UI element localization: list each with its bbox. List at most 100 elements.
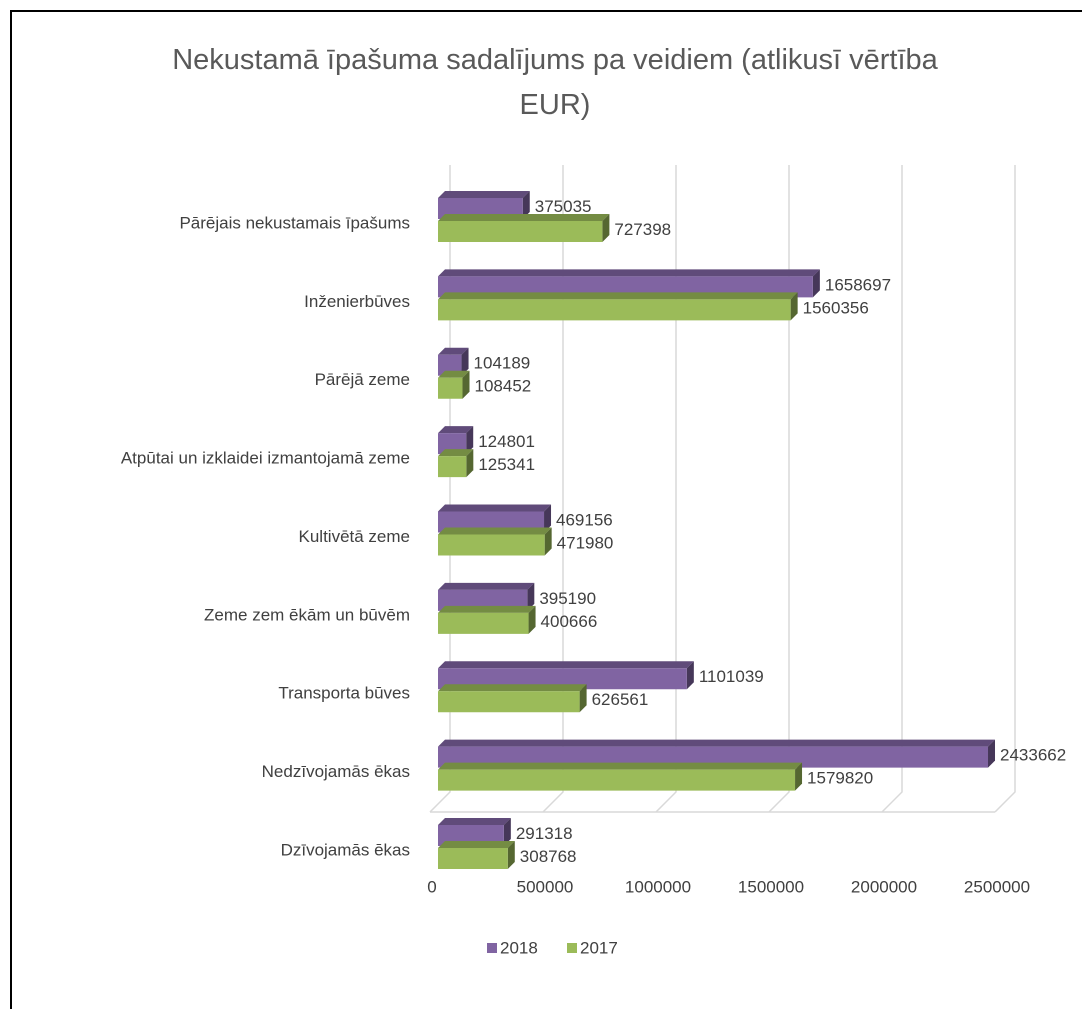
bar-front xyxy=(438,433,467,455)
bar-side xyxy=(988,739,996,768)
bar xyxy=(438,449,474,478)
bar-front xyxy=(438,456,467,478)
bar-side xyxy=(790,292,798,321)
bar-side xyxy=(507,841,515,869)
bar-top xyxy=(438,214,610,221)
bar-top xyxy=(438,292,798,300)
data-label: 727398 xyxy=(614,220,671,239)
legend-swatch xyxy=(567,943,577,953)
y-tick-label: Dzīvojamās ēkas xyxy=(281,840,410,859)
bar-top xyxy=(438,370,470,378)
bar xyxy=(438,214,610,242)
bar-top xyxy=(438,347,469,355)
bar-side xyxy=(461,347,469,376)
data-label: 125341 xyxy=(478,455,535,474)
bar-front xyxy=(438,691,580,713)
legend-label: 2017 xyxy=(580,938,618,957)
data-label: 1658697 xyxy=(825,275,891,294)
legend-label: 2018 xyxy=(500,938,538,957)
bar xyxy=(438,347,469,376)
bar-front xyxy=(438,511,545,533)
bar xyxy=(438,762,803,791)
bar-top xyxy=(438,762,803,770)
bar-top xyxy=(438,841,515,848)
bar-front xyxy=(438,848,508,869)
bar xyxy=(438,818,511,846)
x-tick-label: 2500000 xyxy=(964,877,1030,896)
bar xyxy=(438,269,820,298)
y-tick-label: Inženierbūves xyxy=(304,292,410,311)
y-tick-label: Pārējais nekustamais īpašums xyxy=(179,213,410,232)
data-label: 626561 xyxy=(592,690,649,709)
bar-front xyxy=(438,198,523,219)
bar-top xyxy=(438,504,552,512)
bar-top xyxy=(438,269,820,277)
bar-top xyxy=(438,582,535,590)
bar-front xyxy=(438,276,813,298)
data-label: 308768 xyxy=(520,847,577,866)
bar xyxy=(438,841,515,869)
bar xyxy=(438,605,536,634)
bar-side xyxy=(602,214,610,242)
bar-top xyxy=(438,739,996,747)
bar xyxy=(438,684,587,713)
bar-top xyxy=(438,527,552,535)
chart-border xyxy=(10,10,1082,1009)
legend-swatch xyxy=(487,943,497,953)
bar-front xyxy=(438,769,796,791)
bar-side xyxy=(795,762,803,791)
y-tick-label: Transporta būves xyxy=(278,684,410,703)
y-tick-label: Zeme zem ēkām un būvēm xyxy=(204,605,410,624)
grid-line xyxy=(429,165,451,813)
bar xyxy=(438,504,552,533)
bar xyxy=(438,370,470,399)
x-tick-label: 1500000 xyxy=(738,877,804,896)
data-label: 2433662 xyxy=(1000,746,1066,765)
data-label: 400666 xyxy=(541,612,598,631)
bar-front xyxy=(438,825,504,846)
data-label: 469156 xyxy=(556,510,613,529)
bar-front xyxy=(438,221,603,242)
y-tick-label: Atpūtai un izklaidei izmantojamā zeme xyxy=(121,449,410,468)
bar-side xyxy=(466,426,474,455)
x-tick-label: 1000000 xyxy=(625,877,691,896)
bar-front xyxy=(438,377,463,399)
bar-side xyxy=(812,269,820,298)
bar-side xyxy=(522,191,530,219)
data-label: 108452 xyxy=(475,377,532,396)
bar-front xyxy=(438,354,462,376)
bar xyxy=(438,292,798,321)
bar-front xyxy=(438,299,791,321)
y-tick-label: Pārējā zeme xyxy=(315,370,410,389)
data-label: 124801 xyxy=(478,432,535,451)
bar-top xyxy=(438,426,474,434)
grid-line xyxy=(768,165,790,813)
bar-side xyxy=(544,527,552,556)
data-label: 471980 xyxy=(557,533,614,552)
bar xyxy=(438,582,535,611)
bar xyxy=(438,739,996,768)
grid-line xyxy=(542,165,564,813)
bar xyxy=(438,191,530,219)
chart-title: Nekustamā īpašuma sadalījums pa veidiem … xyxy=(172,44,938,121)
bar-side xyxy=(686,661,694,690)
bar xyxy=(438,661,694,690)
x-tick-label: 2000000 xyxy=(851,877,917,896)
bar-front xyxy=(438,612,529,634)
bar-side xyxy=(503,818,511,846)
grid-line xyxy=(881,165,903,813)
bar-top xyxy=(438,661,694,669)
bar-front xyxy=(438,746,989,768)
data-label: 1560356 xyxy=(803,298,869,317)
bar xyxy=(438,527,552,556)
bar-side xyxy=(544,504,552,533)
data-label: 395190 xyxy=(539,589,596,608)
y-tick-label: Nedzīvojamās ēkas xyxy=(262,762,410,781)
bar-front xyxy=(438,589,528,611)
bar-side xyxy=(462,370,470,399)
bar-front xyxy=(438,534,545,556)
data-label: 1579820 xyxy=(807,769,873,788)
bar-side xyxy=(527,582,535,611)
